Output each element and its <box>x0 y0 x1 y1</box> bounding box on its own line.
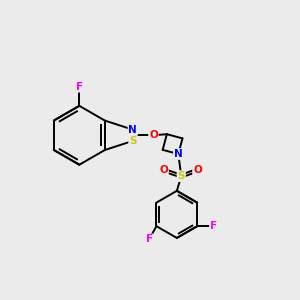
Text: O: O <box>159 165 168 175</box>
Text: N: N <box>128 125 137 135</box>
Text: F: F <box>76 82 83 92</box>
Text: O: O <box>149 130 158 140</box>
Text: S: S <box>129 136 136 146</box>
Text: O: O <box>193 165 202 175</box>
Text: N: N <box>174 149 183 159</box>
Text: F: F <box>210 221 217 231</box>
Text: F: F <box>146 234 153 244</box>
Text: S: S <box>178 171 185 181</box>
